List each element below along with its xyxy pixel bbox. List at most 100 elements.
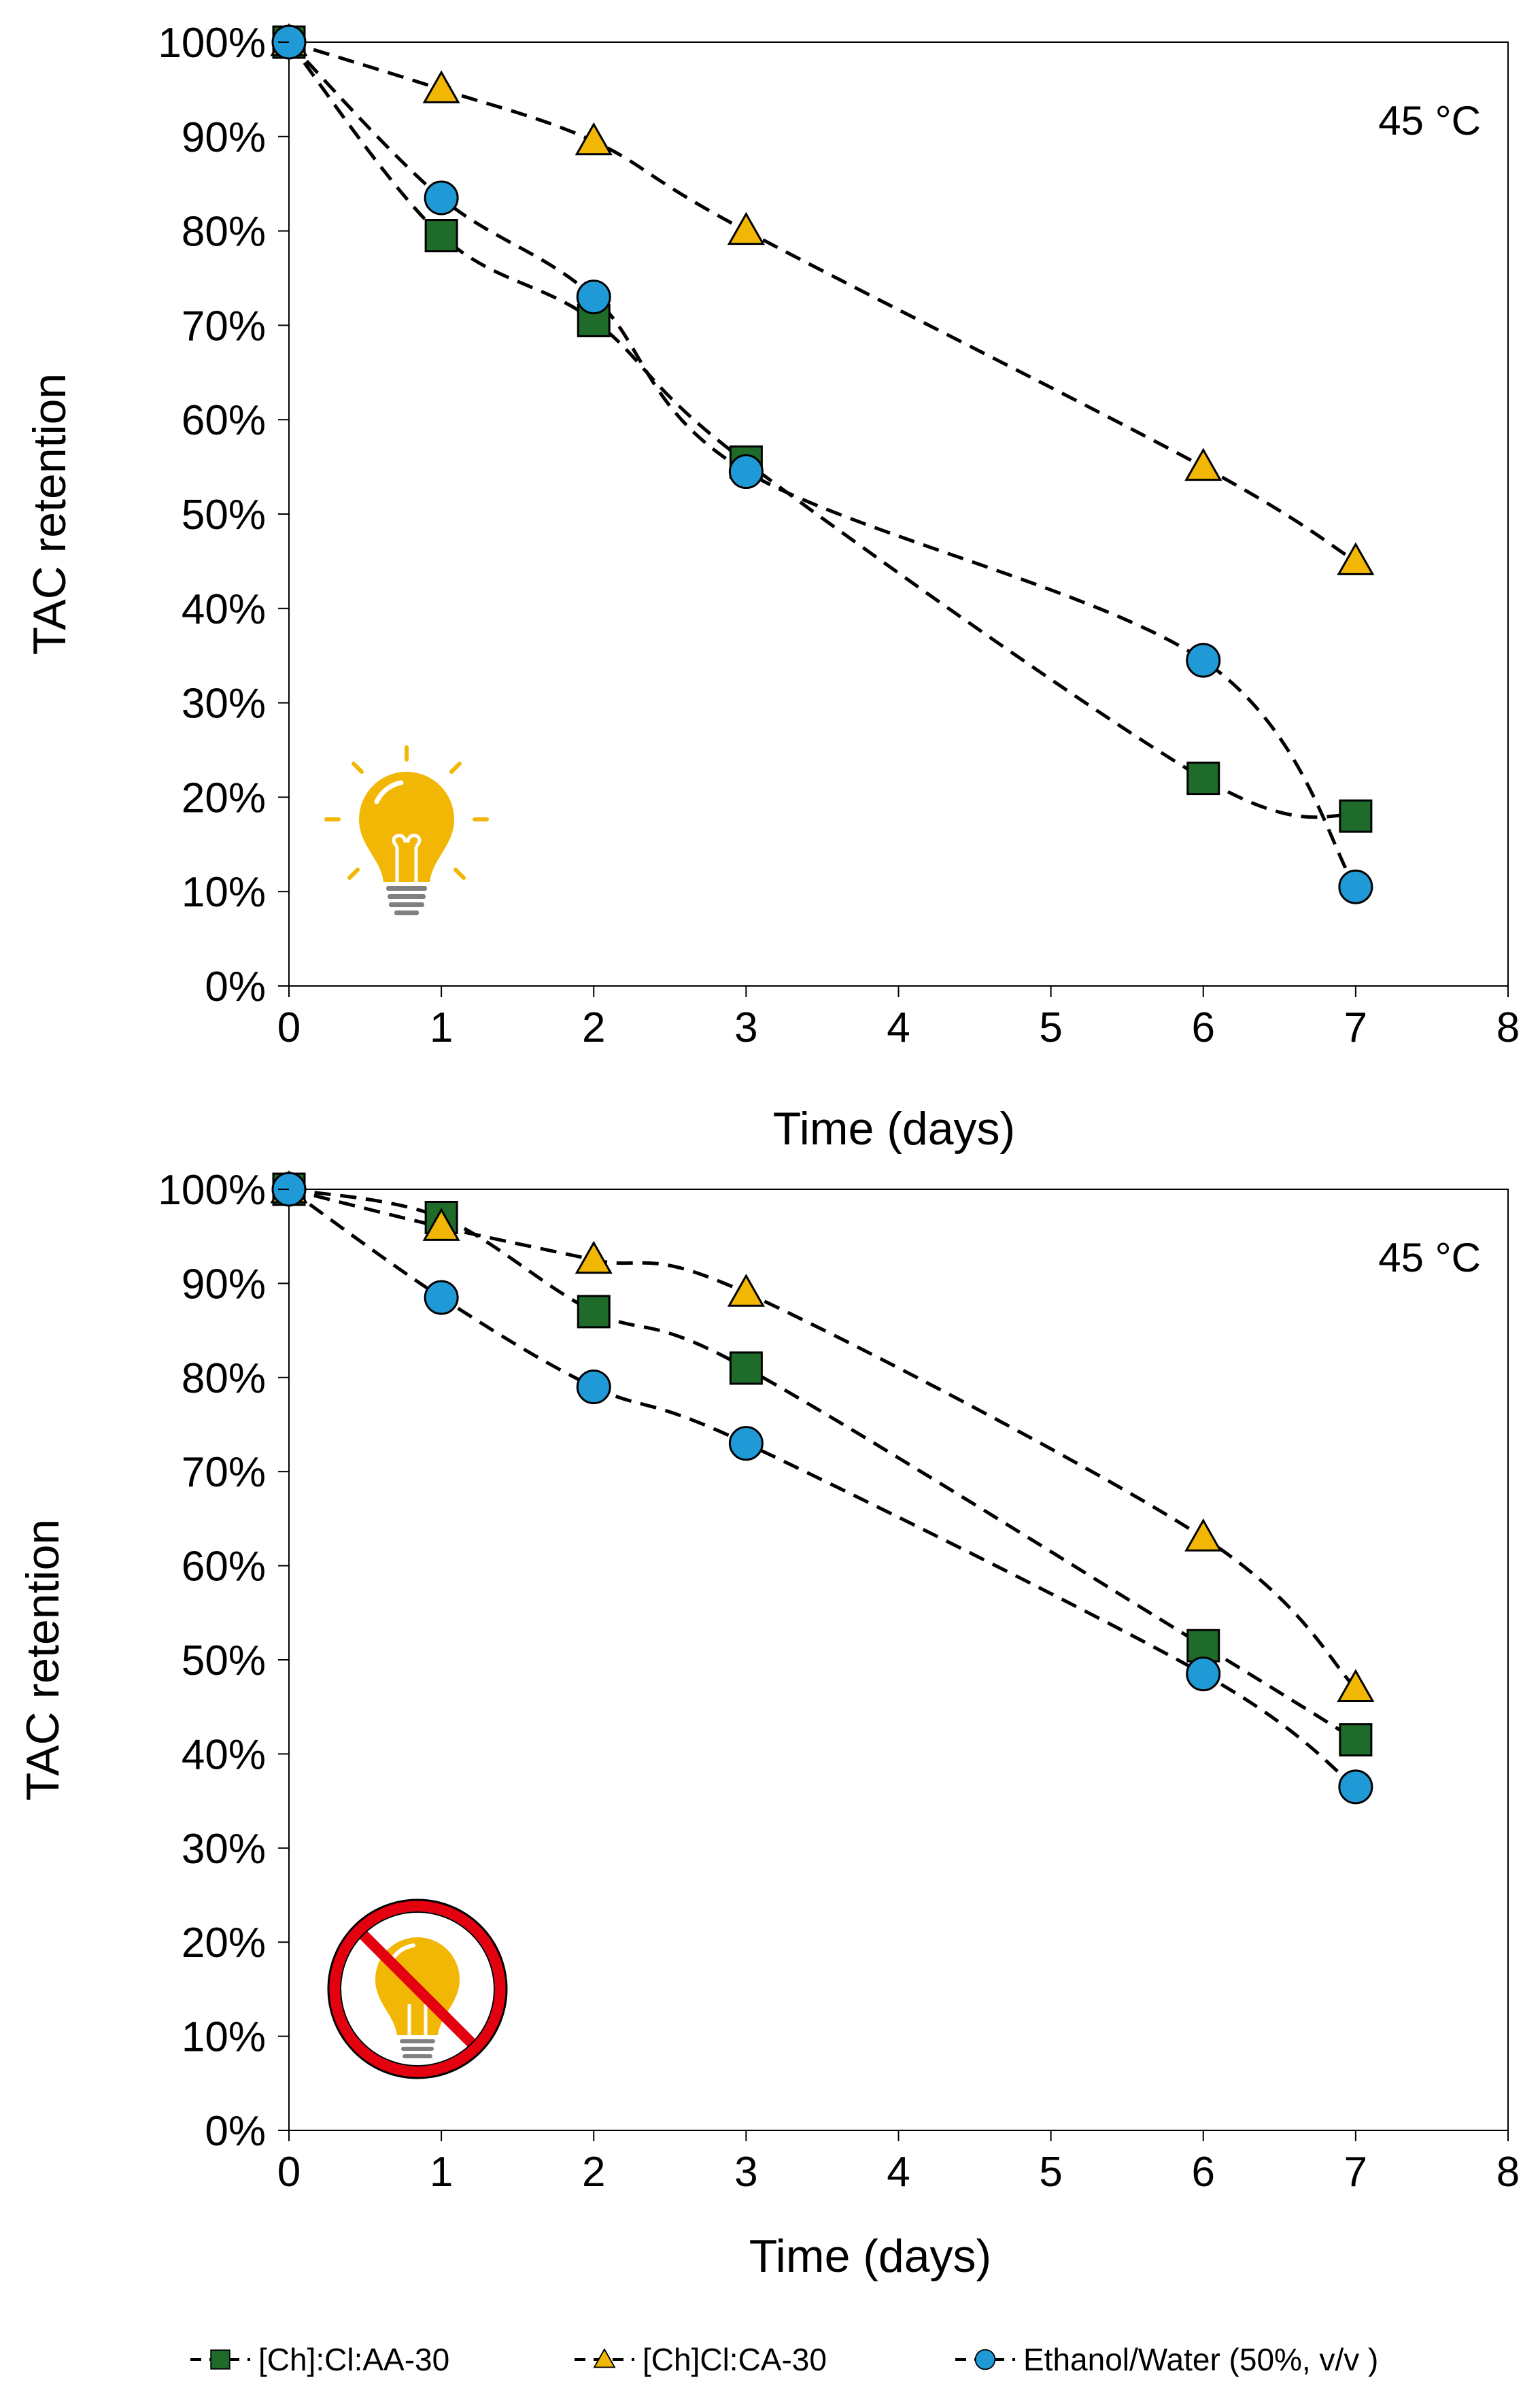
no-light-icon [327, 1898, 508, 2079]
triangle-marker [727, 211, 765, 245]
y-tick-label: 20% [182, 1920, 266, 1966]
legend-label: Ethanol/Water (50%, v/v ) [1023, 2342, 1378, 2377]
x-tick-label: 1 [430, 1004, 453, 1051]
circle-marker [424, 1280, 459, 1315]
y-tick-label: 60% [182, 1544, 266, 1590]
y-tick-label: 50% [182, 1637, 266, 1684]
y-tick-label: 30% [182, 1826, 266, 1873]
y-axis-title: TAC retention [17, 1519, 69, 1801]
y-tick-label: 60% [182, 397, 266, 444]
circle-marker [728, 454, 764, 490]
x-tick-label: 4 [887, 2149, 910, 2196]
triangle-marker [422, 70, 460, 103]
square-marker [1186, 762, 1220, 796]
y-tick-label: 50% [182, 492, 266, 539]
y-tick-label: 90% [182, 114, 266, 161]
triangle-marker [1337, 1669, 1375, 1703]
y-tick-label: 10% [182, 2014, 266, 2061]
triangle-marker [575, 1240, 613, 1274]
circle-marker [1338, 1769, 1373, 1805]
legend-triangle-marker [593, 2348, 616, 2368]
y-tick-label: 40% [182, 586, 266, 633]
triangle-marker [575, 122, 613, 156]
triangle-marker [1337, 542, 1375, 575]
series-markers-1 [272, 25, 1373, 833]
y-tick-label: 10% [182, 869, 266, 916]
x-tick-label: 7 [1344, 1004, 1367, 1051]
temperature-label: 45 °C [1378, 98, 1481, 143]
y-tick-label: 70% [182, 1449, 266, 1496]
series-line-1 [288, 41, 1356, 819]
x-tick-label: 6 [1192, 2149, 1215, 2196]
x-tick-label: 8 [1496, 1004, 1520, 1051]
legend-label: [Ch]Cl:CA-30 [643, 2342, 827, 2377]
x-axis-title: Time (days) [749, 2230, 991, 2282]
y-tick-label: 100% [158, 1167, 266, 1214]
axis-layer: 0 1 2 3 4 5 6 7 80%10%20%30%40%50%60%70%80%90%10… [158, 1167, 1520, 2196]
triangle-marker [422, 1208, 460, 1241]
series-markers-3 [271, 1172, 1373, 1805]
legend-circle-marker [974, 2349, 996, 2370]
square-marker [577, 1295, 611, 1329]
axis-layer: 0 1 2 3 4 5 6 7 80%10%20%30%40%50%60%70%80%90%10… [158, 20, 1520, 1051]
x-axis-title: Time (days) [773, 1103, 1015, 1155]
series-markers-2 [270, 1170, 1375, 1703]
circle-marker [424, 180, 459, 216]
y-tick-label: 70% [182, 303, 266, 350]
y-tick-label: 40% [182, 1731, 266, 1778]
y-axis-title: TAC retention [24, 373, 75, 655]
series-line-3 [288, 1187, 1357, 1788]
plot-frame [288, 1189, 1509, 2131]
square-marker [1339, 799, 1373, 833]
circle-marker [1186, 1656, 1221, 1692]
square-marker [424, 219, 458, 253]
y-tick-label: 30% [182, 681, 266, 728]
x-tick-label: 3 [734, 2149, 757, 2196]
y-tick-label: 0% [205, 2108, 266, 2155]
chart-panel-dark: 0 1 2 3 4 5 6 7 80%10%20%30%40%50%60%70%80%90%10… [17, 1167, 1520, 2282]
y-tick-label: 0% [205, 964, 266, 1010]
legend-item: Ethanol/Water (50%, v/v ) [955, 2342, 1378, 2377]
y-tick-label: 90% [182, 1261, 266, 1308]
x-tick-label: 8 [1496, 2149, 1520, 2196]
y-tick-label: 20% [182, 774, 266, 821]
series-line-2 [288, 40, 1357, 563]
y-tick-label: 80% [182, 1355, 266, 1402]
x-tick-label: 1 [430, 2149, 453, 2196]
temperature-label: 45 °C [1378, 1235, 1481, 1280]
legend-item: [Ch]:Cl:AA-30 [190, 2342, 449, 2377]
legend: [Ch]:Cl:AA-30 [Ch]Cl:CA-30 Ethanol/Water (… [190, 2342, 1378, 2377]
circle-marker [1338, 869, 1373, 904]
lightbulb-on-icon [324, 745, 489, 915]
x-tick-label: 7 [1344, 2149, 1367, 2196]
x-tick-label: 3 [734, 1004, 757, 1051]
x-tick-label: 0 [277, 1004, 301, 1051]
x-tick-label: 5 [1039, 2149, 1062, 2196]
legend-square-marker [210, 2349, 230, 2370]
series-layer [270, 1170, 1375, 1805]
circle-marker [576, 279, 611, 315]
plot-frame [288, 41, 1509, 987]
x-tick-label: 4 [887, 1004, 910, 1051]
x-tick-label: 0 [277, 2149, 301, 2196]
y-tick-label: 80% [182, 209, 266, 256]
series-layer [270, 22, 1375, 904]
triangle-marker [1184, 1518, 1222, 1552]
y-tick-label: 100% [158, 20, 266, 67]
series-line-2 [288, 1187, 1357, 1690]
x-tick-label: 6 [1192, 1004, 1215, 1051]
series-markers-3 [271, 24, 1373, 904]
square-marker [729, 1351, 763, 1385]
circle-marker [1186, 643, 1221, 678]
legend-item: [Ch]Cl:CA-30 [575, 2342, 827, 2377]
triangle-marker [1184, 447, 1222, 481]
triangle-marker [727, 1274, 765, 1307]
chart-panel-light: 0 1 2 3 4 5 6 7 80%10%20%30%40%50%60%70%80%90%10… [24, 20, 1520, 1155]
x-tick-label: 2 [582, 1004, 605, 1051]
square-marker [1339, 1723, 1373, 1757]
circle-marker [576, 1369, 611, 1405]
x-tick-label: 5 [1039, 1004, 1062, 1051]
circle-marker [728, 1426, 764, 1461]
x-tick-label: 2 [582, 2149, 605, 2196]
